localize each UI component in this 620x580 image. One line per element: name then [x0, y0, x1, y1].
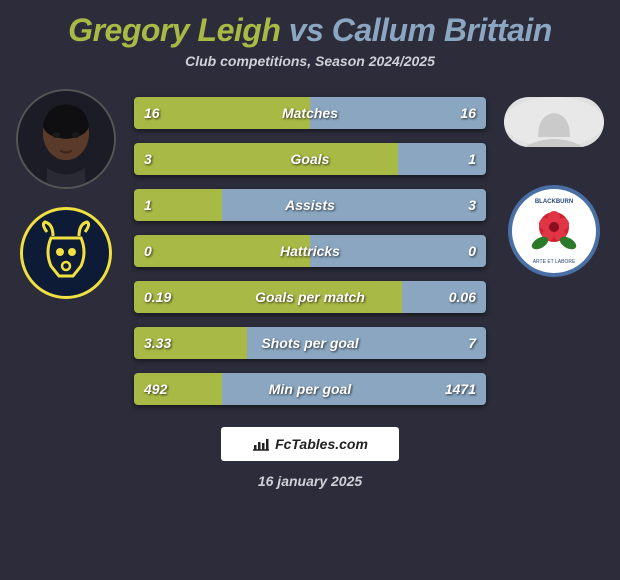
stat-row: 3 1 Goals: [134, 143, 486, 175]
stat-value-left: 0.19: [144, 289, 171, 305]
stat-row: 0 0 Hattricks: [134, 235, 486, 267]
date: 16 january 2025: [0, 473, 620, 489]
stats-container: 16 16 Matches 3 1 Goals 1 3 Assists 0 0 Hattricks 0.…: [134, 89, 486, 405]
svg-text:BLACKBURN: BLACKBURN: [535, 199, 573, 205]
comparison-title: Gregory Leigh vs Callum Brittain: [0, 0, 620, 53]
main-area: 16 16 Matches 3 1 Goals 1 3 Assists 0 0 Hattricks 0.…: [0, 89, 620, 405]
club-badge-left: [20, 207, 112, 299]
stat-value-right: 3: [468, 197, 476, 213]
right-column: BLACKBURN ARTE ET LABORE: [504, 89, 604, 277]
title-player1: Gregory Leigh: [68, 12, 280, 48]
player2-silhouette: [504, 97, 604, 147]
watermark-icon: [252, 437, 270, 451]
left-column: [16, 89, 116, 299]
subtitle: Club competitions, Season 2024/2025: [0, 53, 620, 69]
svg-text:ARTE ET LABORE: ARTE ET LABORE: [533, 259, 576, 265]
stat-value-left: 492: [144, 381, 167, 397]
stat-row: 1 3 Assists: [134, 189, 486, 221]
stat-row: 492 1471 Min per goal: [134, 373, 486, 405]
stat-label: Goals per match: [255, 289, 365, 305]
stat-value-right: 16: [460, 105, 476, 121]
stat-value-right: 0: [468, 243, 476, 259]
stat-label: Min per goal: [269, 381, 351, 397]
watermark: FcTables.com: [221, 427, 399, 461]
stat-value-left: 1: [144, 197, 152, 213]
title-player2: Callum Brittain: [332, 12, 552, 48]
stat-value-right: 0.06: [449, 289, 476, 305]
stat-value-left: 16: [144, 105, 160, 121]
bar-left: [134, 143, 398, 175]
watermark-text: FcTables.com: [275, 436, 368, 452]
stat-label: Goals: [291, 151, 330, 167]
stat-value-left: 3.33: [144, 335, 171, 351]
stat-value-left: 3: [144, 151, 152, 167]
stat-label: Shots per goal: [261, 335, 358, 351]
bar-right: [222, 189, 486, 221]
stat-row: 16 16 Matches: [134, 97, 486, 129]
stat-value-right: 1: [468, 151, 476, 167]
stat-label: Assists: [285, 197, 335, 213]
stat-label: Hattricks: [280, 243, 340, 259]
stat-value-right: 1471: [445, 381, 476, 397]
stat-value-left: 0: [144, 243, 152, 259]
player1-avatar: [16, 89, 116, 189]
stat-row: 3.33 7 Shots per goal: [134, 327, 486, 359]
stat-row: 0.19 0.06 Goals per match: [134, 281, 486, 313]
club-badge-right: BLACKBURN ARTE ET LABORE: [508, 185, 600, 277]
stat-value-right: 7: [468, 335, 476, 351]
title-vs: vs: [289, 12, 324, 48]
stat-label: Matches: [282, 105, 338, 121]
